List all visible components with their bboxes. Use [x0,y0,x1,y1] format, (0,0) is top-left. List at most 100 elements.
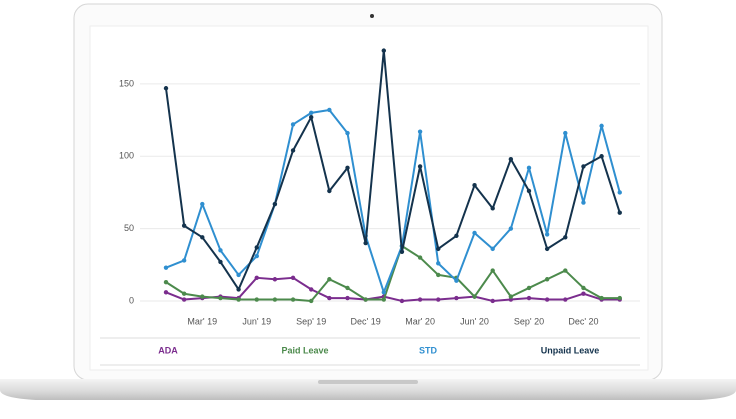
point [417,129,423,134]
point [290,122,296,127]
point [599,295,604,301]
point [254,297,259,302]
point [200,294,205,299]
point [327,277,332,282]
point [563,130,568,136]
point [345,165,350,171]
point [363,297,368,302]
point [417,297,423,302]
point [454,295,459,301]
point [181,291,187,296]
point [508,226,514,231]
legend-label: STD [419,345,438,355]
point [417,255,423,260]
point [436,246,441,252]
camera [370,14,374,18]
y-tick-label: 50 [124,223,134,233]
point [345,295,350,301]
point [617,190,622,195]
point [490,206,495,211]
point [272,201,278,207]
point [309,110,314,116]
point [200,201,205,207]
point [272,277,278,282]
point [436,297,441,302]
x-tick-label: Mar' 19 [187,316,217,326]
point [363,240,368,246]
point [327,107,332,113]
legend-label: Unpaid Leave [541,345,600,355]
point [526,285,532,291]
point [290,275,296,281]
point [544,297,550,302]
point [181,258,187,263]
point [163,290,169,295]
legend-label: Paid Leave [281,345,328,355]
plot: 0 50 100 150 Mar' 19 Jun' 19 Sep' 19 Dec' 19 Mar… [119,48,640,326]
point [181,223,187,228]
series-line [165,276,620,302]
point [436,272,441,278]
point [508,294,514,299]
x-tick-label: Jun' 20 [460,316,489,326]
series-line [165,49,621,291]
laptop-base [0,379,736,400]
point [381,297,386,302]
y-tick-label: 0 [129,295,134,305]
point [581,200,586,205]
point [581,285,586,291]
point [200,235,205,240]
point [563,235,568,240]
point [218,248,223,253]
x-tick-label: Jun' 19 [242,316,271,326]
point [544,246,550,252]
y-tick-label: 150 [119,78,134,88]
point [417,164,423,169]
point [254,245,259,250]
point [236,272,241,278]
legend: ADA Paid Leave STD Unpaid Leave [158,345,599,355]
point [599,154,604,159]
point [254,275,259,281]
point [272,297,278,302]
point [472,230,477,236]
x-tick-label: Sep' 19 [296,316,326,326]
point [163,265,169,270]
point [472,183,477,188]
point [345,285,350,291]
point [544,277,550,282]
point [163,279,169,285]
point [290,148,296,153]
series-line [165,108,621,294]
point [581,164,586,169]
point [381,290,386,295]
point [526,165,532,171]
point [490,298,495,304]
point [526,188,532,194]
point [309,114,314,120]
point [254,253,259,259]
point [599,123,604,129]
x-tick-label: Sep' 20 [514,316,544,326]
point [581,291,586,296]
x-tick-label: Mar' 20 [405,316,435,326]
point [381,48,386,53]
point [617,210,622,215]
point [309,287,314,292]
point [490,268,495,273]
point [327,188,332,194]
point [290,297,296,302]
point [327,295,332,301]
point [163,86,169,91]
point [508,156,514,162]
point [490,246,495,252]
point [563,297,568,302]
notch [318,380,418,384]
point [345,130,350,136]
point [218,259,223,265]
point [181,297,187,302]
series-line [165,244,620,302]
x-tick-label: Dec' 20 [568,316,598,326]
point [236,287,241,292]
